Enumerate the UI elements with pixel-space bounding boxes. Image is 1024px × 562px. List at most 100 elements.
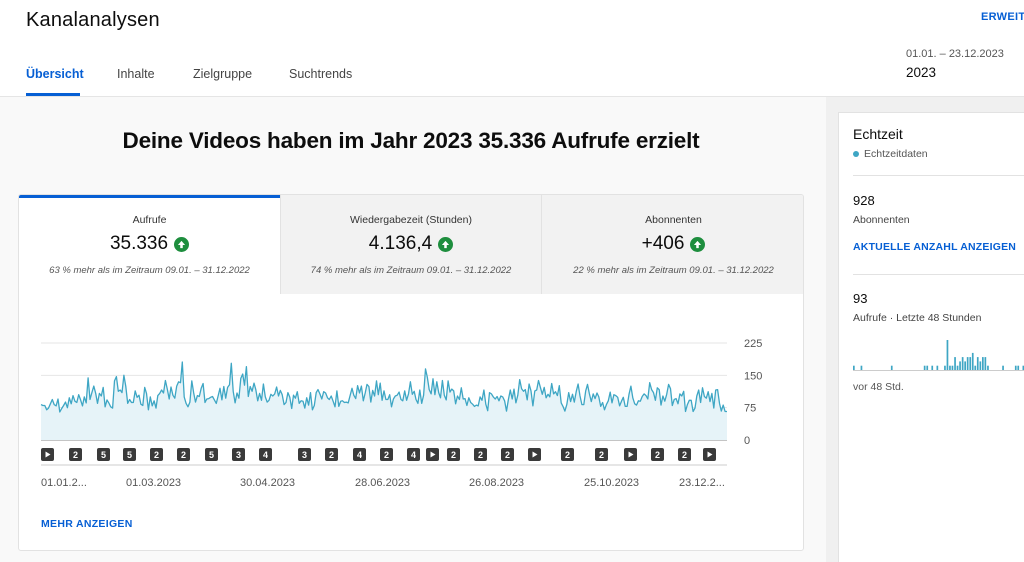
hourly-bar[interactable]	[944, 365, 946, 370]
video-marker-play-icon[interactable]	[624, 448, 637, 461]
period-selector[interactable]: 2023	[906, 65, 937, 80]
video-count-marker[interactable]: 2	[501, 448, 514, 461]
hourly-bar[interactable]	[984, 357, 987, 370]
video-count-marker[interactable]: 4	[353, 448, 366, 461]
play-icon	[707, 451, 713, 458]
marker-box[interactable]	[177, 448, 190, 461]
hourly-bar[interactable]	[959, 361, 961, 370]
marker-box[interactable]	[325, 448, 338, 461]
marker-box[interactable]	[651, 448, 664, 461]
marker-box[interactable]	[298, 448, 311, 461]
video-marker-play-icon[interactable]	[528, 448, 541, 461]
hourly-bar[interactable]	[1022, 365, 1024, 370]
hourly-bar[interactable]	[979, 361, 982, 370]
hourly-bar[interactable]	[853, 365, 855, 370]
hourly-bar[interactable]	[961, 357, 964, 370]
marker-count: 2	[73, 450, 78, 460]
hourly-bar[interactable]	[976, 357, 979, 370]
video-count-marker[interactable]: 3	[298, 448, 311, 461]
video-count-marker[interactable]: 5	[97, 448, 110, 461]
hourly-bar[interactable]	[931, 365, 934, 370]
tab-overview[interactable]: Übersicht	[26, 67, 84, 81]
hourly-bar[interactable]	[974, 365, 977, 370]
video-count-marker[interactable]: 2	[561, 448, 574, 461]
marker-box[interactable]	[474, 448, 487, 461]
marker-box[interactable]	[69, 448, 82, 461]
video-marker-play-icon[interactable]	[426, 448, 439, 461]
marker-box[interactable]	[123, 448, 136, 461]
video-count-marker[interactable]: 4	[407, 448, 420, 461]
hourly-bar[interactable]	[860, 365, 863, 370]
video-count-marker[interactable]: 2	[177, 448, 190, 461]
series-area	[41, 362, 727, 440]
hourly-bar[interactable]	[964, 361, 966, 370]
realtime-card: Echtzeit Echtzeitdaten 928 Abonnenten AK…	[838, 112, 1024, 562]
video-count-marker[interactable]: 2	[69, 448, 82, 461]
marker-box[interactable]	[259, 448, 272, 461]
metric-tab-watchtime[interactable]: Wiedergabezeit (Stunden) 4.136,4 74 % me…	[281, 195, 542, 294]
hourly-bar[interactable]	[987, 365, 989, 370]
metric-tab-views[interactable]: Aufrufe 35.336 63 % mehr als im Zeitraum…	[19, 195, 281, 294]
marker-box[interactable]	[205, 448, 218, 461]
marker-box[interactable]	[97, 448, 110, 461]
hourly-bar[interactable]	[946, 340, 949, 370]
video-count-marker[interactable]: 5	[123, 448, 136, 461]
video-count-marker[interactable]: 2	[678, 448, 691, 461]
hourly-bar[interactable]	[951, 365, 954, 370]
video-count-marker[interactable]: 2	[150, 448, 163, 461]
y-tick-label: 225	[744, 338, 762, 350]
expand-mode-button[interactable]: ERWEIT	[981, 11, 1024, 23]
hourly-bar[interactable]	[971, 352, 974, 370]
hourly-bar[interactable]	[969, 357, 972, 370]
video-count-marker[interactable]: 3	[232, 448, 245, 461]
marker-box[interactable]	[561, 448, 574, 461]
active-tab-indicator	[26, 93, 80, 96]
marker-box[interactable]	[501, 448, 514, 461]
marker-box[interactable]	[380, 448, 393, 461]
metric-value: 35.336	[109, 233, 169, 254]
video-count-marker[interactable]: 2	[595, 448, 608, 461]
hourly-bar[interactable]	[1017, 365, 1020, 370]
hourly-bar[interactable]	[954, 357, 956, 370]
video-count-marker[interactable]: 2	[447, 448, 460, 461]
header-bar: Kanalanalysen ERWEIT Übersicht Inhalte Z…	[0, 0, 1024, 97]
hourly-bar[interactable]	[982, 357, 984, 370]
marker-box[interactable]	[595, 448, 608, 461]
show-more-button[interactable]: MEHR ANZEIGEN	[41, 518, 133, 530]
tab-audience[interactable]: Zielgruppe	[193, 67, 253, 81]
video-count-marker[interactable]: 5	[205, 448, 218, 461]
marker-count: 2	[505, 450, 510, 460]
period-range[interactable]: 01.01. – 23.12.2023	[906, 48, 1004, 60]
video-count-marker[interactable]: 2	[474, 448, 487, 461]
marker-box[interactable]	[678, 448, 691, 461]
realtime-bar-chart[interactable]	[853, 338, 1024, 374]
hourly-bar[interactable]	[890, 365, 893, 370]
marker-count: 2	[682, 450, 687, 460]
play-icon	[45, 451, 51, 458]
hourly-bar[interactable]	[923, 365, 926, 370]
hourly-bar[interactable]	[1014, 365, 1017, 370]
video-count-marker[interactable]: 2	[651, 448, 664, 461]
metric-tab-subscribers[interactable]: Abonnenten +406 22 % mehr als im Zeitrau…	[542, 195, 803, 294]
video-marker-play-icon[interactable]	[703, 448, 716, 461]
arrow-up-icon	[438, 236, 454, 252]
marker-box[interactable]	[353, 448, 366, 461]
marker-box[interactable]	[232, 448, 245, 461]
tab-trends[interactable]: Suchtrends	[289, 67, 353, 81]
video-count-marker[interactable]: 2	[325, 448, 338, 461]
video-count-marker[interactable]: 2	[380, 448, 393, 461]
hourly-bar[interactable]	[936, 365, 939, 370]
video-marker-play-icon[interactable]	[41, 448, 54, 461]
hourly-bar[interactable]	[926, 365, 929, 370]
show-current-count-button[interactable]: AKTUELLE ANZAHL ANZEIGEN	[853, 241, 1017, 253]
hourly-bar[interactable]	[949, 365, 951, 370]
marker-box[interactable]	[150, 448, 163, 461]
marker-box[interactable]	[447, 448, 460, 461]
hourly-bar[interactable]	[966, 357, 969, 370]
marker-box[interactable]	[407, 448, 420, 461]
tab-content[interactable]: Inhalte	[117, 67, 155, 81]
video-count-marker[interactable]: 4	[259, 448, 272, 461]
hourly-bar[interactable]	[956, 365, 959, 370]
hourly-bar[interactable]	[1002, 365, 1004, 370]
